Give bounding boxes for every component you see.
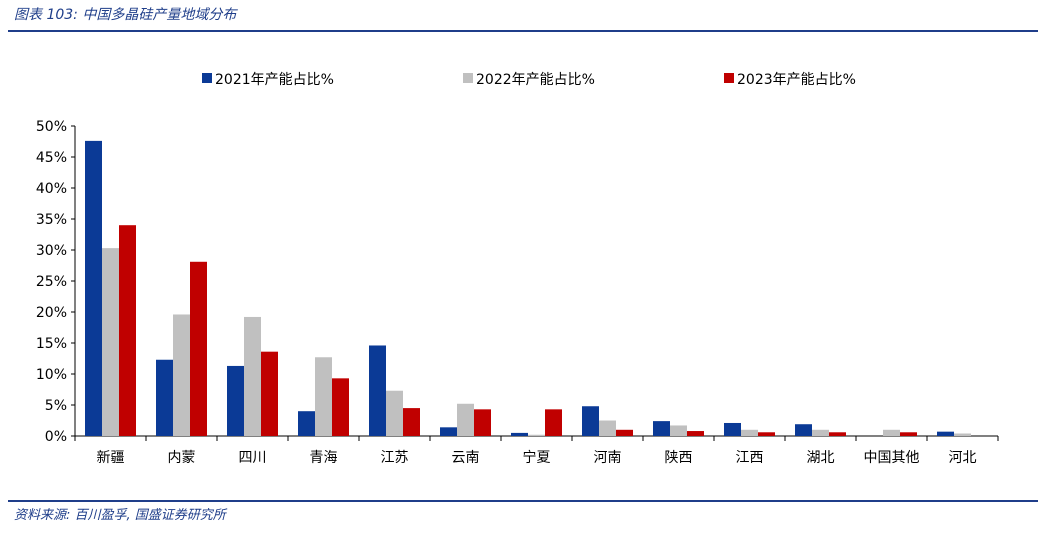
- bar-1-6: [440, 427, 457, 436]
- bars: [85, 140, 971, 436]
- y-tick-label: 15%: [36, 336, 67, 352]
- bar-2-11: [812, 429, 829, 436]
- x-tick-label: 陕西: [665, 450, 693, 466]
- x-tick-label: 江苏: [381, 450, 409, 466]
- legend-swatch: [463, 73, 473, 83]
- y-tick-label: 0%: [45, 429, 67, 445]
- bar-1-8: [582, 406, 599, 436]
- legend-label: 2023年产能占比%: [737, 72, 856, 88]
- bar-2-4: [315, 357, 332, 436]
- bar-1-11: [795, 424, 812, 436]
- x-tick-label: 四川: [239, 450, 267, 466]
- bar-1-5: [369, 345, 386, 436]
- bar-3-8: [616, 429, 633, 436]
- bar-2-8: [599, 420, 616, 436]
- bar-3-2: [190, 261, 207, 436]
- bar-2-12: [883, 429, 900, 436]
- legend: 2021年产能占比% 2022年产能占比% 2023年产能占比%: [202, 72, 856, 88]
- legend-swatch: [724, 73, 734, 83]
- bar-3-12: [900, 432, 917, 436]
- y-tick-label: 30%: [36, 243, 67, 259]
- x-tick-label: 中国其他: [864, 450, 920, 466]
- x-tick-label: 青海: [310, 450, 338, 466]
- bar-3-7: [545, 409, 562, 436]
- y-tick-label: 25%: [36, 274, 67, 290]
- y-tick-label: 5%: [45, 398, 67, 414]
- bar-3-1: [119, 225, 136, 436]
- legend-label: 2022年产能占比%: [476, 72, 595, 88]
- bar-2-1: [102, 248, 119, 436]
- x-tick-label: 湖北: [807, 450, 835, 466]
- x-tick-label: 内蒙: [168, 450, 196, 466]
- bar-chart: 2021年产能占比% 2022年产能占比% 2023年产能占比% 0% 5% 10% 15…: [36, 72, 999, 466]
- y-tick-label: 45%: [36, 150, 67, 166]
- bar-3-11: [829, 432, 846, 436]
- y-tick-label: 35%: [36, 212, 67, 228]
- bar-2-3: [244, 316, 261, 436]
- bar-1-3: [227, 365, 244, 436]
- bar-1-2: [156, 359, 173, 436]
- bar-3-5: [403, 408, 420, 436]
- x-tick-label: 新疆: [97, 450, 125, 466]
- bar-2-9: [670, 425, 687, 436]
- bar-2-7: [528, 434, 545, 436]
- bar-2-10: [741, 429, 758, 436]
- y-tick-label: 40%: [36, 181, 67, 197]
- bar-1-10: [724, 422, 741, 436]
- y-axis: 0% 5% 10% 15% 20% 25% 30% 35% 40% 45% 50%: [36, 119, 76, 445]
- bar-2-2: [173, 314, 190, 436]
- y-tick-label: 20%: [36, 305, 67, 321]
- bar-3-9: [687, 431, 704, 436]
- bar-1-4: [298, 411, 315, 436]
- bar-2-13: [954, 433, 971, 436]
- source-note: 资料来源: 百川盈孚, 国盛证券研究所: [14, 508, 226, 523]
- x-tick-label: 宁夏: [523, 449, 551, 466]
- bar-3-10: [758, 432, 775, 436]
- bar-1-7: [511, 432, 528, 436]
- bar-3-4: [332, 378, 349, 436]
- bar-3-3: [261, 351, 278, 436]
- bar-3-6: [474, 409, 491, 436]
- x-tick-label: 河南: [594, 450, 622, 466]
- bar-1-1: [85, 140, 102, 436]
- bar-1-9: [653, 421, 670, 436]
- x-tick-label: 河北: [949, 450, 977, 466]
- x-tick-label: 江西: [736, 450, 764, 466]
- bottom-divider: [8, 500, 1038, 502]
- bar-2-5: [386, 390, 403, 436]
- bar-1-13: [937, 431, 954, 436]
- figure-title: 图表 103: 中国多晶硅产量地域分布: [14, 7, 237, 23]
- legend-label: 2021年产能占比%: [215, 72, 334, 88]
- x-tick-label: 云南: [452, 450, 480, 466]
- top-divider: [8, 30, 1038, 32]
- bar-2-6: [457, 403, 474, 436]
- x-axis: 新疆 内蒙 四川 青海 江苏 云南 宁夏 河南 陕西 江西 湖北 中国其他 河北: [74, 435, 999, 466]
- y-tick-label: 10%: [36, 367, 67, 383]
- legend-swatch: [202, 73, 212, 83]
- y-tick-label: 50%: [36, 119, 67, 135]
